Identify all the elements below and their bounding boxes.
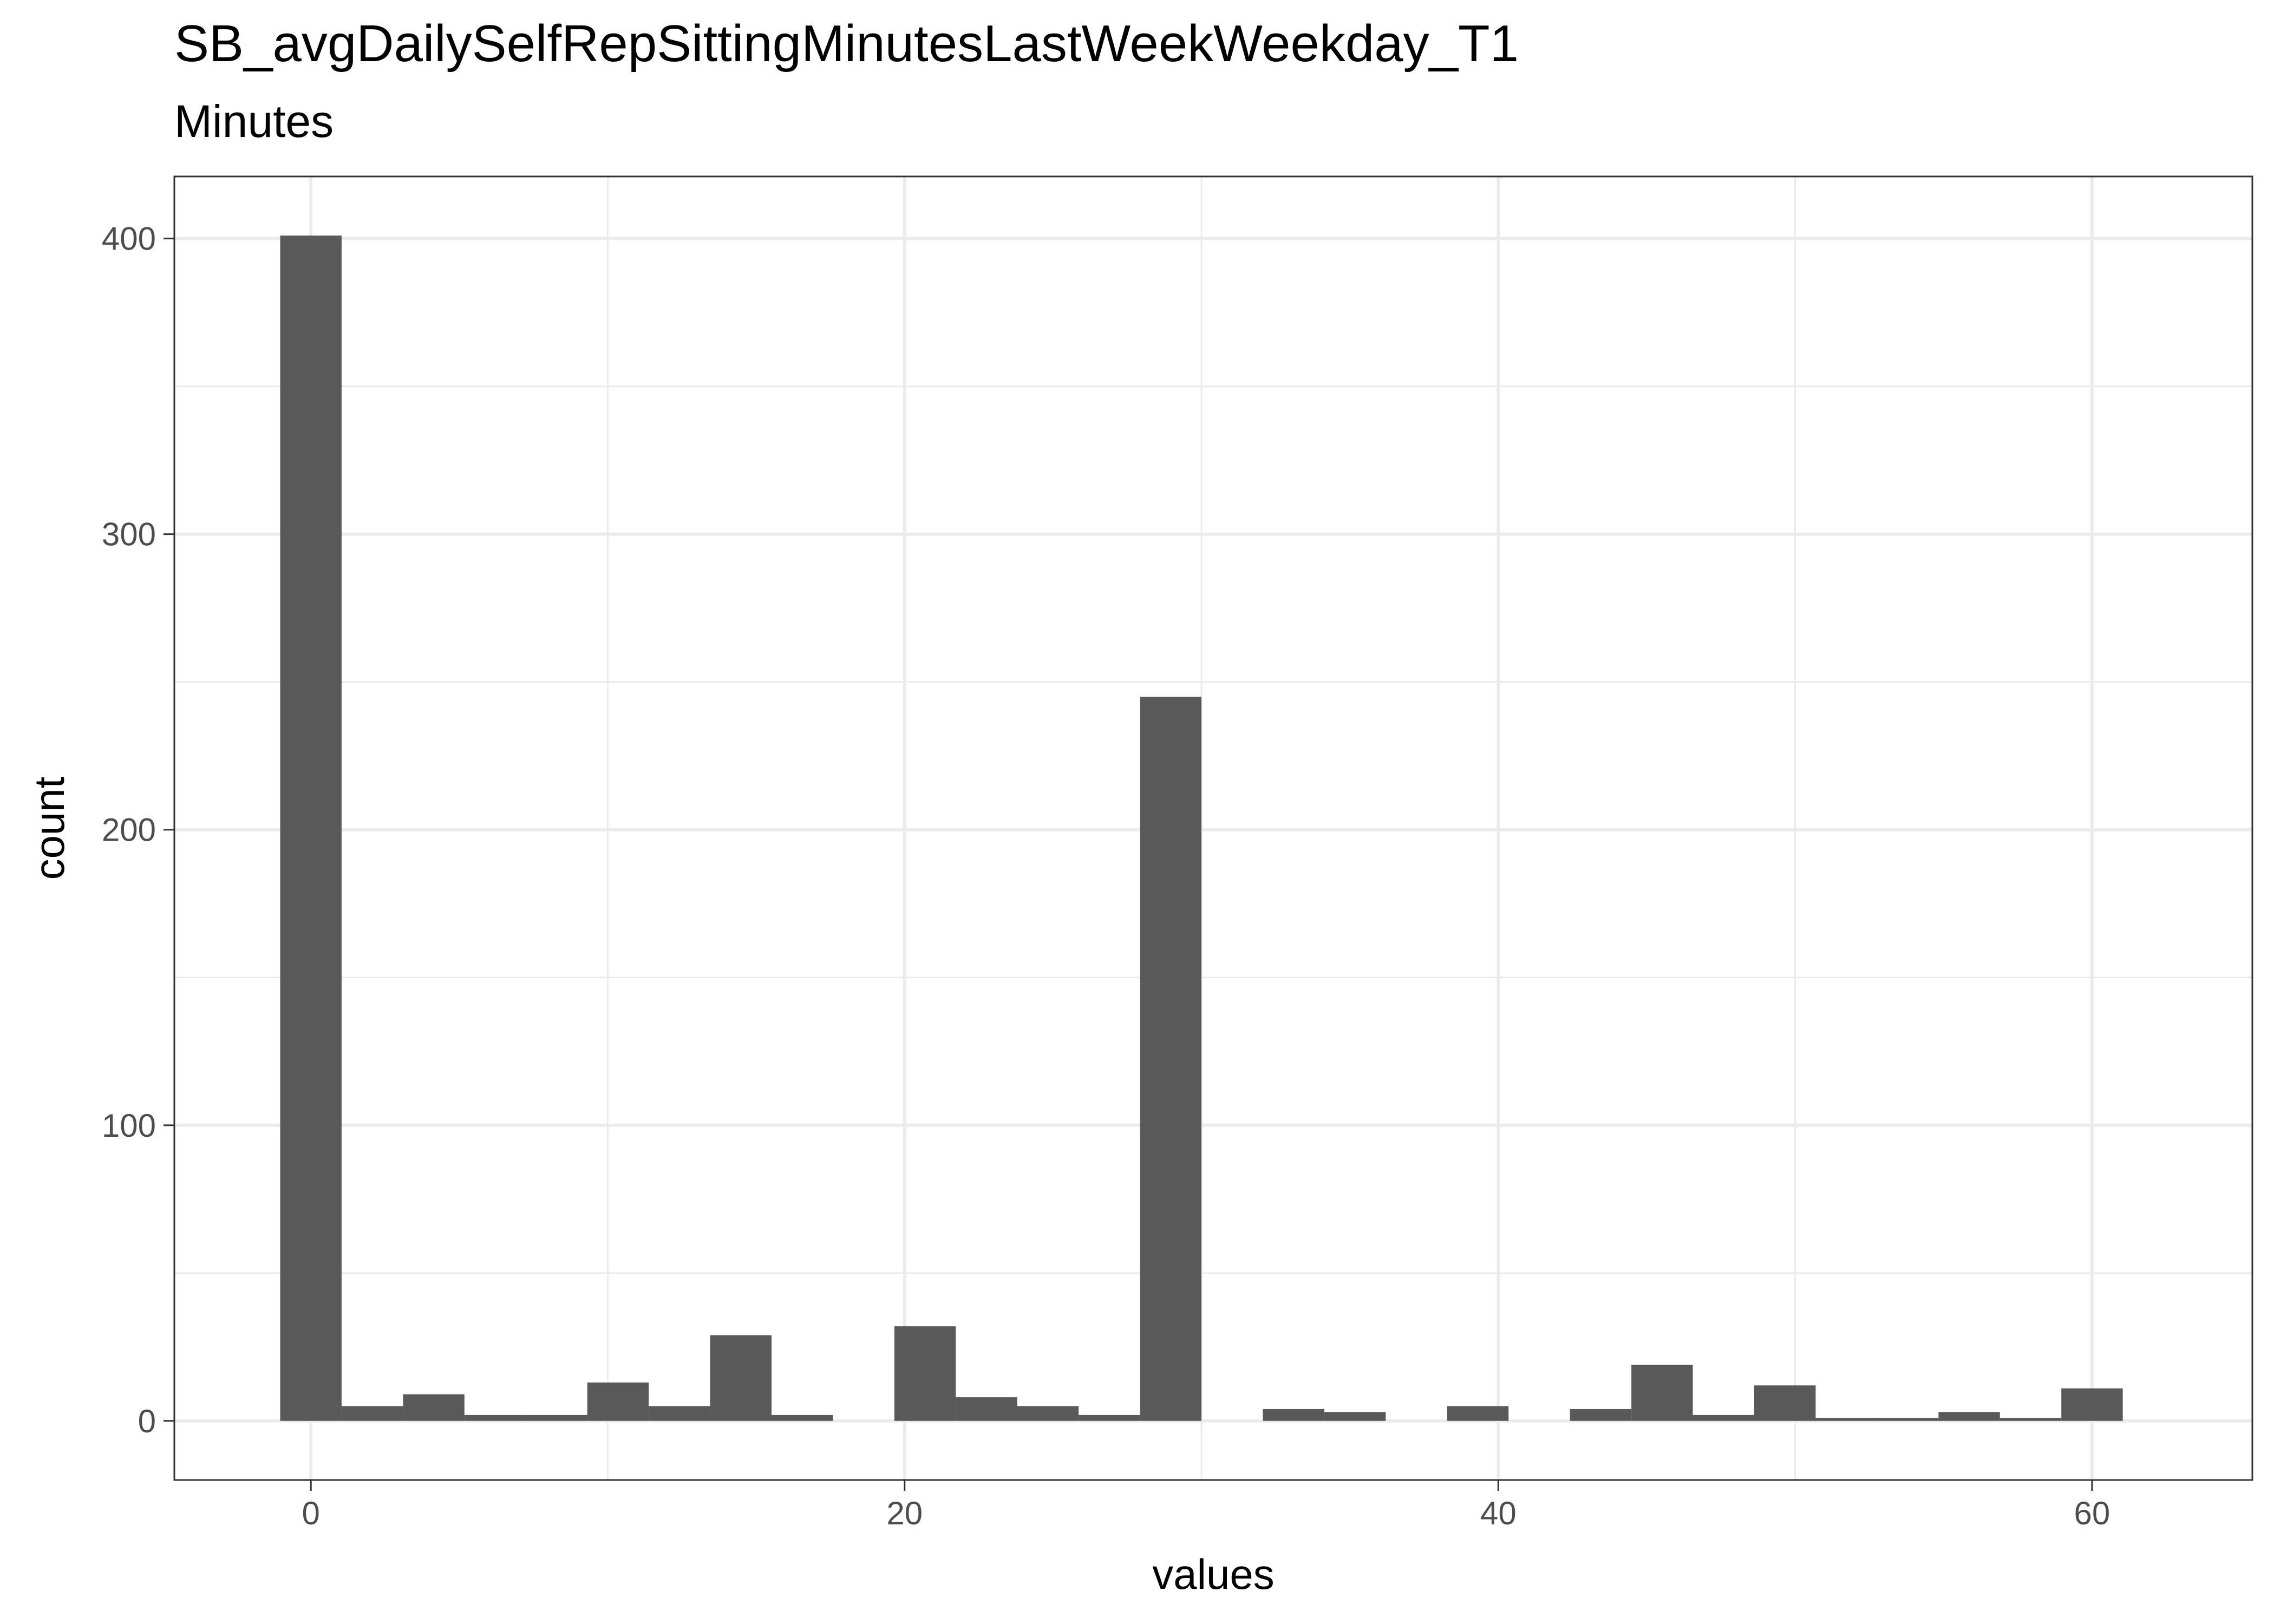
chart-title: SB_avgDailySelfRepSittingMinutesLastWeek…: [174, 15, 1519, 73]
y-tick-label: 400: [102, 221, 156, 257]
histogram-bar: [1079, 1415, 1140, 1421]
histogram-bars: [280, 235, 2123, 1421]
y-tick-label: 0: [138, 1403, 156, 1439]
histogram-bar: [894, 1326, 956, 1421]
major-gridlines: [174, 176, 2252, 1480]
x-axis-title: values: [1152, 1550, 1274, 1598]
histogram-bar: [1938, 1412, 2000, 1421]
histogram-bar: [526, 1415, 587, 1421]
chart-subtitle: Minutes: [174, 96, 334, 147]
histogram-bar: [1754, 1385, 1816, 1421]
histogram-bar: [649, 1406, 710, 1421]
x-tick-label: 40: [1480, 1495, 1517, 1531]
histogram-bar: [1570, 1409, 1632, 1421]
histogram-bar: [587, 1382, 649, 1421]
x-tick-label: 0: [302, 1495, 320, 1531]
y-axis-ticks: 0 100 200 300 400: [102, 221, 174, 1439]
histogram-bar: [956, 1397, 1017, 1421]
histogram-bar: [1631, 1365, 1693, 1421]
histogram-bar: [2061, 1388, 2123, 1421]
y-tick-label: 300: [102, 516, 156, 553]
x-tick-label: 20: [886, 1495, 923, 1531]
histogram-bar: [710, 1335, 772, 1421]
histogram-bar: [772, 1415, 833, 1421]
histogram-bar: [1447, 1406, 1509, 1421]
histogram-bar: [1999, 1418, 2062, 1421]
x-tick-label: 60: [2074, 1495, 2110, 1531]
x-axis-ticks: 0 20 40 60: [302, 1480, 2110, 1531]
histogram-bar: [341, 1406, 403, 1421]
histogram-bar: [464, 1415, 526, 1421]
histogram-bar: [1263, 1409, 1324, 1421]
histogram-bar: [280, 235, 342, 1421]
histogram-bar: [1324, 1412, 1386, 1421]
histogram-bar: [403, 1394, 465, 1421]
panel-border: [173, 175, 2253, 1481]
histogram-bar: [1815, 1418, 1877, 1421]
y-tick-label: 100: [102, 1108, 156, 1144]
histogram-bar: [1693, 1415, 1755, 1421]
histogram-bar: [1017, 1406, 1079, 1421]
histogram-bar: [1140, 697, 1202, 1421]
y-axis-title: count: [25, 776, 73, 880]
histogram-bar: [1877, 1418, 1939, 1421]
y-tick-label: 200: [102, 812, 156, 848]
